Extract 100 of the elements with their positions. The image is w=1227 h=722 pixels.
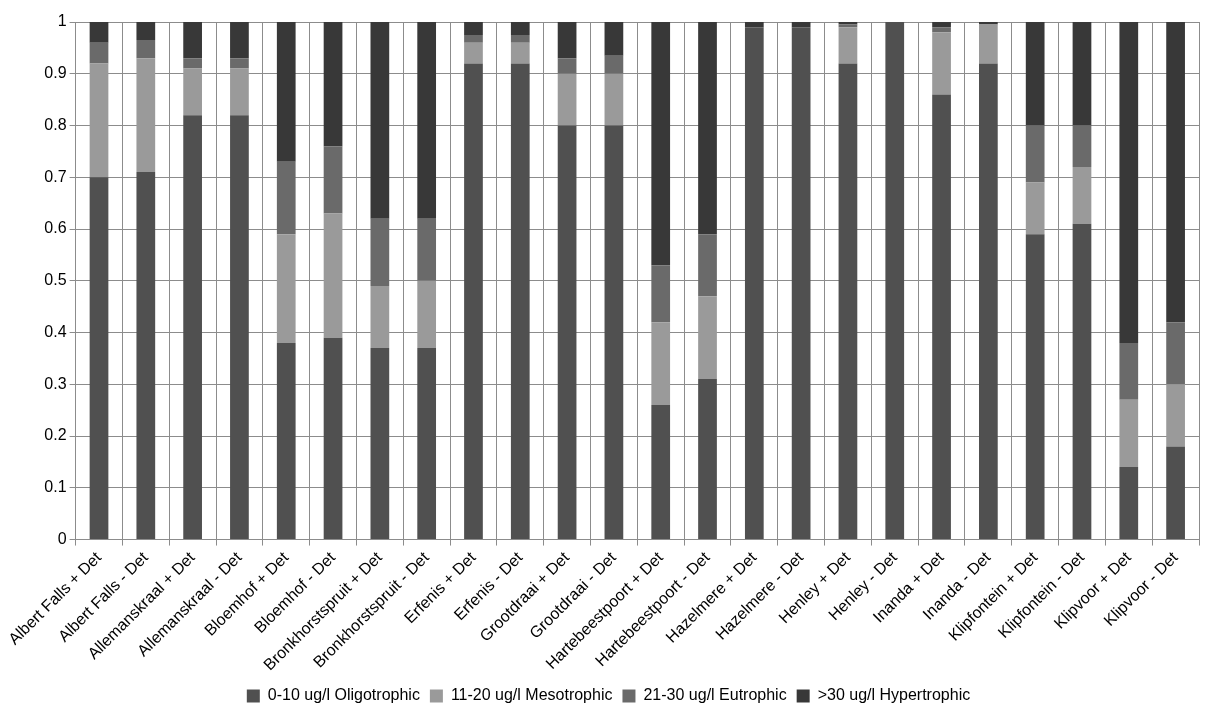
bar (323, 337, 343, 540)
bar (1072, 125, 1092, 167)
bar (510, 34, 530, 43)
bar (417, 22, 437, 219)
bar (1119, 467, 1139, 540)
bar (464, 63, 483, 540)
bar (1119, 22, 1139, 343)
bar (464, 42, 483, 64)
bar (557, 22, 577, 59)
bar (1025, 182, 1045, 235)
bar (932, 32, 951, 95)
bar (557, 125, 577, 540)
bar (604, 125, 624, 540)
bar (417, 348, 437, 540)
bar (744, 22, 764, 28)
bar (136, 58, 156, 173)
bar (1072, 22, 1092, 126)
bar (651, 404, 671, 540)
bar (604, 73, 624, 126)
bar (698, 234, 717, 297)
bar (417, 280, 437, 349)
bar (557, 58, 577, 74)
bar (89, 63, 109, 178)
bar (1119, 399, 1139, 468)
bar (323, 146, 343, 214)
y-tick-label: 0.7 (44, 167, 67, 185)
bar (276, 234, 296, 343)
bar (510, 63, 530, 540)
y-tick-label: 0 (57, 529, 67, 547)
bar (932, 22, 951, 28)
bar (744, 27, 764, 540)
legend-label: 21-30 ug/l Eutrophic (643, 686, 787, 704)
bar (838, 63, 858, 540)
bar (791, 22, 811, 28)
y-tick-label: 0.1 (44, 478, 67, 496)
bar (979, 24, 998, 64)
bar (183, 22, 202, 59)
bar (89, 22, 109, 43)
y-tick-label: 0.2 (44, 426, 67, 444)
bar (1119, 342, 1139, 400)
legend-label: 0-10 ug/l Oligotrophic (267, 686, 420, 704)
bar (932, 94, 951, 540)
bar (932, 27, 951, 33)
bar (89, 177, 109, 540)
bar (136, 172, 156, 540)
bar (370, 218, 390, 286)
y-tick-label: 0.8 (44, 115, 67, 133)
y-tick-label: 0.4 (44, 322, 67, 340)
bar (183, 58, 202, 69)
bar (1072, 223, 1092, 540)
y-tick-label: 0.9 (44, 64, 67, 82)
y-tick-label: 0.3 (44, 374, 67, 392)
bar (136, 22, 156, 41)
bar (885, 22, 905, 540)
bar (604, 22, 624, 56)
bar (230, 115, 249, 540)
bar (838, 27, 858, 64)
bar (276, 161, 296, 235)
legend-label: 11-20 ug/l Mesotrophic (450, 686, 613, 704)
bar (979, 22, 998, 25)
bar (604, 55, 624, 74)
bar (1072, 166, 1092, 224)
bar (1166, 322, 1185, 385)
bar (136, 40, 156, 59)
y-tick-label: 0.5 (44, 271, 67, 289)
bar (510, 42, 530, 64)
bar (276, 342, 296, 540)
y-tick-label: 0.6 (44, 219, 67, 237)
bar (1025, 234, 1045, 540)
bar (651, 322, 671, 405)
legend-label: >30 ug/l Hypertrophic (817, 686, 971, 704)
bar (417, 218, 437, 281)
bar (464, 22, 483, 35)
y-tick-label: 1 (57, 12, 67, 30)
bar (230, 22, 249, 59)
bar (1025, 22, 1045, 126)
bar (230, 68, 249, 116)
bar (651, 265, 671, 323)
bar (323, 22, 343, 147)
bar (791, 27, 811, 540)
bar (1166, 22, 1185, 323)
bar (698, 296, 717, 380)
bar (230, 58, 249, 69)
bar (651, 22, 671, 266)
bar (698, 22, 717, 235)
bar (276, 22, 296, 162)
bar (370, 285, 390, 349)
bar (323, 213, 343, 338)
bar (183, 68, 202, 116)
bar (370, 22, 390, 219)
bar (557, 73, 577, 126)
bar (979, 63, 998, 540)
bar (370, 348, 390, 540)
bar (1166, 446, 1185, 540)
bar (89, 42, 109, 64)
bar (510, 22, 530, 35)
bar (698, 379, 717, 540)
bar (183, 115, 202, 540)
bar (464, 34, 483, 43)
bar (1025, 125, 1045, 183)
